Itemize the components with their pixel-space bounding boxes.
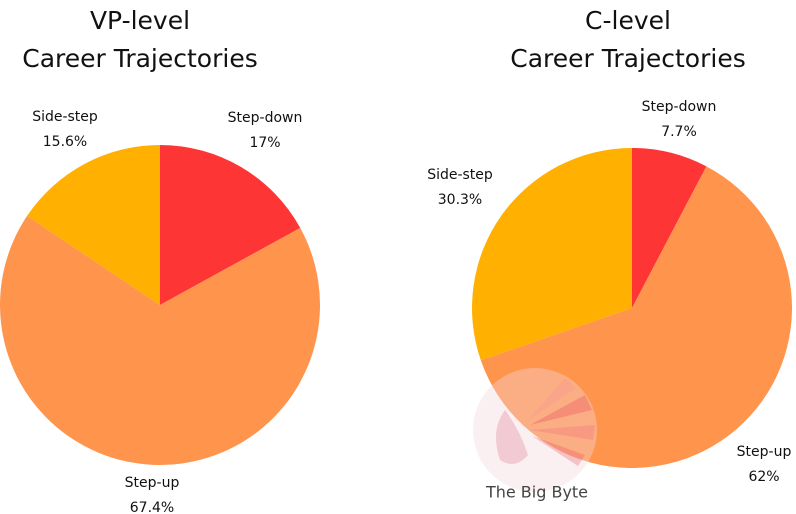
slice-value: 17% [249, 135, 280, 151]
slice-label: Step-up [737, 444, 792, 460]
pie-slice [471, 148, 632, 361]
slice-label: Step-down [642, 99, 717, 115]
slice-value: 67.4% [130, 500, 174, 514]
slice-value: 7.7% [661, 124, 697, 140]
slice-value: 15.6% [43, 134, 87, 150]
pie-slice [632, 148, 707, 308]
chart-title: VP-level [90, 6, 190, 35]
chart-title: C-level [585, 6, 671, 35]
chart-title: Career Trajectories [510, 44, 746, 73]
slice-label: Side-step [427, 167, 493, 183]
slice-value: 62% [748, 469, 779, 485]
chart-title: Career Trajectories [22, 44, 258, 73]
watermark-logo [473, 368, 597, 492]
pie-slice [160, 145, 301, 305]
slice-label: Side-step [32, 109, 98, 125]
pie-slice [0, 215, 320, 465]
pie-slice [27, 145, 160, 305]
slice-label: Step-up [125, 475, 180, 491]
slice-value: 30.3% [438, 192, 482, 208]
watermark-text: The Big Byte [485, 483, 588, 502]
slice-label: Step-down [228, 110, 303, 126]
